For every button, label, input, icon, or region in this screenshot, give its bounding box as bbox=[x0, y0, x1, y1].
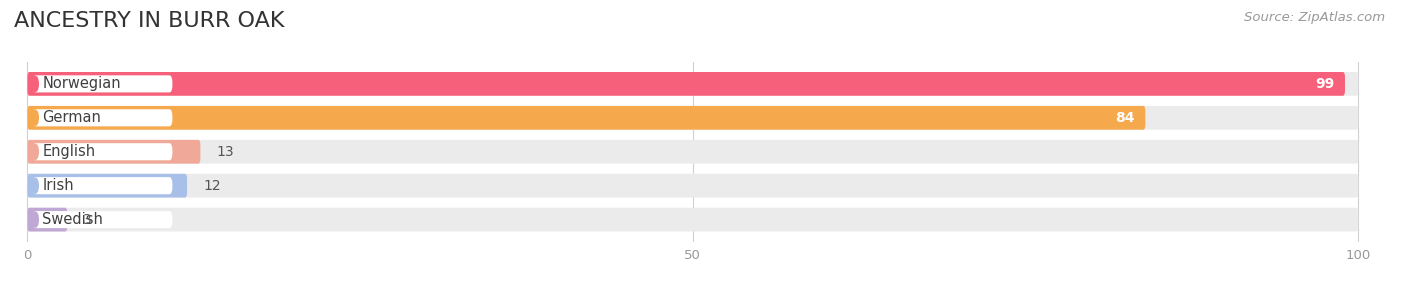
FancyBboxPatch shape bbox=[32, 75, 173, 92]
Text: German: German bbox=[42, 110, 101, 125]
FancyBboxPatch shape bbox=[27, 140, 201, 164]
Text: English: English bbox=[42, 144, 96, 159]
Circle shape bbox=[32, 144, 38, 159]
Text: 13: 13 bbox=[217, 145, 233, 159]
FancyBboxPatch shape bbox=[32, 143, 173, 160]
Text: Swedish: Swedish bbox=[42, 212, 103, 227]
FancyBboxPatch shape bbox=[27, 106, 1358, 130]
FancyBboxPatch shape bbox=[27, 208, 1358, 232]
Circle shape bbox=[32, 110, 38, 125]
FancyBboxPatch shape bbox=[27, 140, 1358, 164]
FancyBboxPatch shape bbox=[32, 177, 173, 194]
Circle shape bbox=[32, 76, 38, 91]
Text: 12: 12 bbox=[202, 179, 221, 193]
FancyBboxPatch shape bbox=[27, 208, 67, 232]
Circle shape bbox=[32, 178, 38, 193]
Text: 84: 84 bbox=[1115, 111, 1135, 125]
Text: Source: ZipAtlas.com: Source: ZipAtlas.com bbox=[1244, 11, 1385, 24]
FancyBboxPatch shape bbox=[27, 106, 1146, 130]
Text: Irish: Irish bbox=[42, 178, 75, 193]
Text: 3: 3 bbox=[83, 213, 91, 226]
Text: Norwegian: Norwegian bbox=[42, 76, 121, 91]
FancyBboxPatch shape bbox=[32, 211, 173, 228]
Circle shape bbox=[32, 212, 38, 227]
FancyBboxPatch shape bbox=[27, 72, 1358, 96]
FancyBboxPatch shape bbox=[27, 174, 1358, 198]
FancyBboxPatch shape bbox=[32, 109, 173, 126]
FancyBboxPatch shape bbox=[27, 174, 187, 198]
FancyBboxPatch shape bbox=[27, 72, 1346, 96]
Text: ANCESTRY IN BURR OAK: ANCESTRY IN BURR OAK bbox=[14, 11, 284, 31]
Text: 99: 99 bbox=[1315, 77, 1334, 91]
